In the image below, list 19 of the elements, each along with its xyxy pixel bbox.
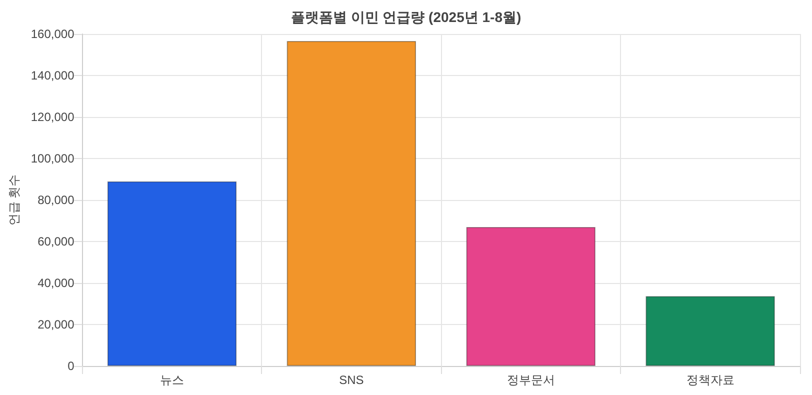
- x-tick-label: SNS: [339, 373, 364, 387]
- y-tick-label: 120,000: [30, 110, 75, 124]
- x-tick-label: 정책자료: [686, 373, 734, 387]
- bar: [107, 181, 237, 366]
- y-tick-label: 80,000: [38, 193, 75, 207]
- chart-title: 플랫폼별 이민 언급량 (2025년 1-8월): [290, 9, 522, 25]
- y-axis-title: 언급 횟수: [7, 174, 21, 226]
- y-tick-label: 160,000: [30, 27, 75, 41]
- y-tick-label: 20,000: [38, 318, 75, 332]
- x-tick-label: 정부문서: [506, 373, 555, 387]
- y-tick-label: 60,000: [38, 234, 75, 248]
- bar: [646, 296, 775, 366]
- y-tick-label: 0: [68, 359, 75, 373]
- y-tick-label: 100,000: [30, 152, 75, 166]
- y-tick-label: 140,000: [30, 68, 75, 82]
- y-tick-label: 40,000: [38, 276, 75, 290]
- bar: [286, 41, 416, 366]
- bar: [466, 226, 596, 366]
- x-tick-label: 뉴스: [160, 373, 184, 387]
